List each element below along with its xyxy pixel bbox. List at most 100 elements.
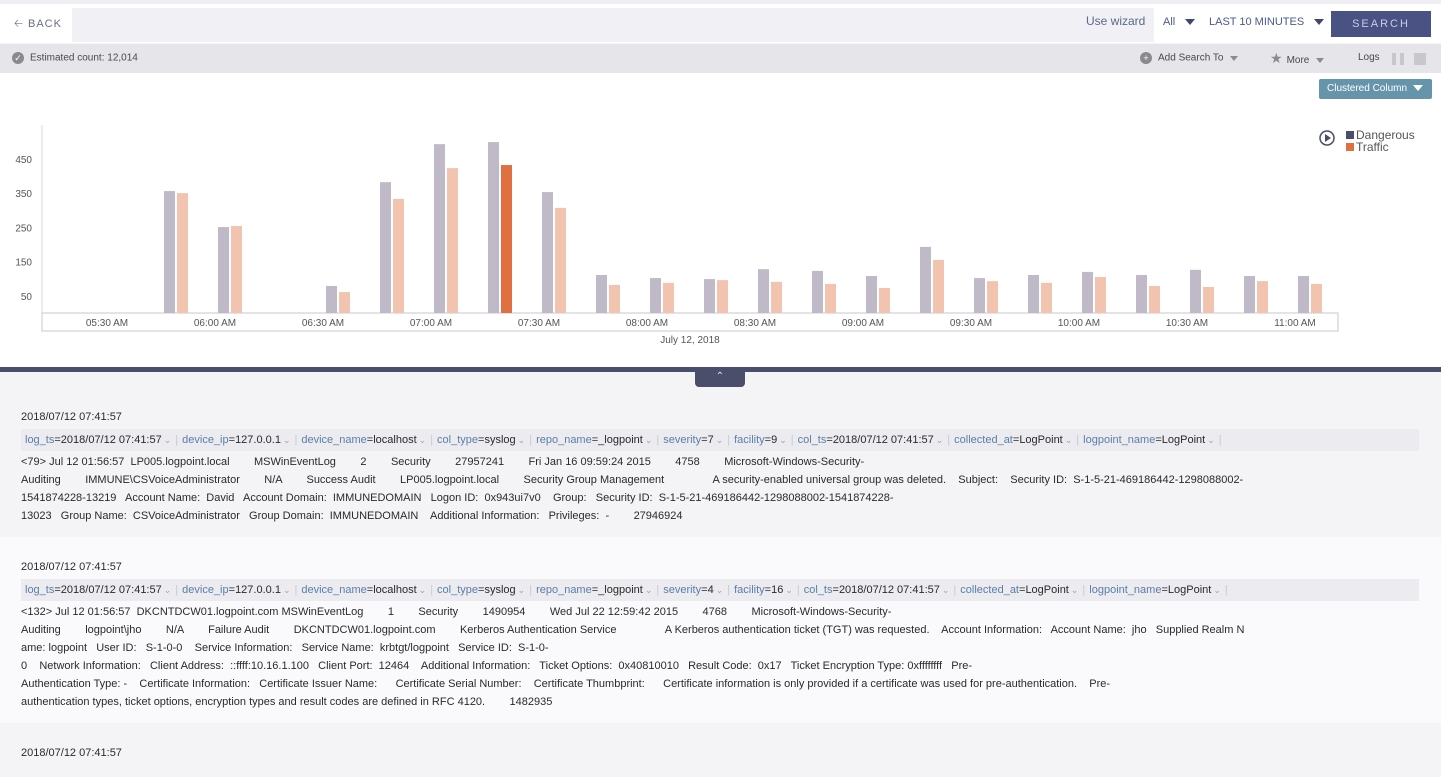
- field-collected_at[interactable]: collected_at=LogPoint ⌄: [954, 434, 1073, 446]
- bar-traffic[interactable]: [447, 168, 458, 313]
- field-severity[interactable]: severity=7 ⌄: [663, 434, 724, 446]
- field-log_ts[interactable]: log_ts=2018/07/12 07:41:57 ⌄: [25, 434, 172, 446]
- bar-traffic[interactable]: [825, 283, 836, 313]
- bar-traffic[interactable]: [771, 281, 782, 313]
- play-icon-triangle[interactable]: [1325, 134, 1331, 142]
- bar-dangerous[interactable]: [1136, 274, 1147, 313]
- field-logpoint_name[interactable]: logpoint_name=LogPoint ⌄: [1083, 434, 1215, 446]
- bar-dangerous[interactable]: [1298, 276, 1309, 313]
- field-device_ip[interactable]: device_ip=127.0.0.1 ⌄: [182, 434, 291, 446]
- more-menu[interactable]: ★ More: [1270, 50, 1325, 67]
- bar-traffic[interactable]: [933, 259, 944, 313]
- log-timestamp: 2018/07/12 07:41:57: [21, 561, 122, 573]
- time-range-select[interactable]: LAST 10 MINUTES: [1209, 16, 1325, 28]
- bar-traffic[interactable]: [1311, 283, 1322, 313]
- field-device_name[interactable]: device_name=localhost ⌄: [301, 584, 427, 596]
- bar-dangerous[interactable]: [1082, 271, 1093, 313]
- bar-dangerous[interactable]: [704, 279, 715, 313]
- legend-label[interactable]: Dangerous: [1356, 128, 1415, 142]
- check-circle-icon: ✓: [12, 52, 24, 64]
- add-search-to-menu[interactable]: + Add Search To: [1140, 52, 1239, 64]
- bar-dangerous[interactable]: [218, 227, 229, 313]
- bar-dangerous[interactable]: [326, 285, 337, 313]
- back-button[interactable]: 🡠 BACK: [14, 15, 62, 34]
- field-logpoint_name[interactable]: logpoint_name=LogPoint ⌄: [1089, 584, 1221, 596]
- bar-traffic[interactable]: [987, 281, 998, 313]
- field-value: 2018/07/12 07:41:57: [60, 584, 162, 596]
- bar-dangerous[interactable]: [650, 278, 661, 313]
- field-col_ts[interactable]: col_ts=2018/07/12 07:41:57 ⌄: [803, 584, 950, 596]
- bar-traffic[interactable]: [177, 193, 188, 313]
- field-log_ts[interactable]: log_ts=2018/07/12 07:41:57 ⌄: [25, 584, 172, 596]
- bar-traffic[interactable]: [231, 226, 242, 313]
- field-severity[interactable]: severity=4 ⌄: [663, 584, 724, 596]
- field-key: device_name: [301, 434, 367, 446]
- legend-label[interactable]: Traffic: [1356, 140, 1389, 154]
- play-icon[interactable]: [1319, 130, 1335, 146]
- field-device_ip[interactable]: device_ip=127.0.0.1 ⌄: [182, 584, 291, 596]
- bar-traffic[interactable]: [393, 198, 404, 313]
- repo-select[interactable]: All: [1163, 16, 1196, 28]
- bar-dangerous[interactable]: [974, 278, 985, 313]
- bar-traffic[interactable]: [663, 282, 674, 313]
- field-col_type[interactable]: col_type=syslog ⌄: [437, 584, 526, 596]
- chevron-down-icon: ⌄: [715, 585, 724, 595]
- more-label: More: [1286, 55, 1310, 66]
- bar-dangerous[interactable]: [596, 274, 607, 313]
- bar-traffic[interactable]: [555, 207, 566, 313]
- search-button[interactable]: SEARCH: [1331, 11, 1431, 37]
- bar-dangerous[interactable]: [758, 269, 769, 313]
- use-wizard-link[interactable]: Use wizard: [1086, 14, 1146, 28]
- arrow-left-icon: 🡠: [14, 18, 24, 30]
- bar-traffic[interactable]: [879, 287, 890, 313]
- bar-traffic[interactable]: [717, 280, 728, 313]
- collapse-chart-button[interactable]: ⌃: [695, 368, 745, 387]
- bar-dangerous[interactable]: [1244, 276, 1255, 313]
- bar-dangerous[interactable]: [488, 142, 499, 313]
- field-key: collected_at: [954, 434, 1013, 446]
- field-value: 127.0.0.1: [235, 584, 281, 596]
- bar-traffic[interactable]: [1041, 282, 1052, 313]
- bar-traffic[interactable]: [609, 284, 620, 313]
- bar-dangerous[interactable]: [866, 276, 877, 313]
- bar-dangerous[interactable]: [1190, 269, 1201, 313]
- bar-dangerous[interactable]: [542, 192, 553, 313]
- column-view-icon[interactable]: [1392, 53, 1404, 65]
- top-bar: 🡠 BACK Use wizard All LAST 10 MINUTES SE…: [0, 0, 1441, 43]
- bar-traffic[interactable]: [501, 165, 512, 313]
- field-facility[interactable]: facility=16 ⌄: [734, 584, 793, 596]
- bar-traffic[interactable]: [1257, 281, 1268, 313]
- grid-view-icon[interactable]: [1414, 53, 1426, 65]
- field-value: LogPoint: [1167, 584, 1212, 596]
- field-value: localhost: [373, 584, 417, 596]
- bar-traffic[interactable]: [1095, 277, 1106, 313]
- chart-type-select[interactable]: Clustered Column: [1319, 79, 1432, 99]
- field-device_name[interactable]: device_name=localhost ⌄: [301, 434, 427, 446]
- bar-dangerous[interactable]: [164, 191, 175, 313]
- legend-swatch: [1346, 131, 1354, 139]
- log-entry: 2018/07/12 07:41:57: [0, 723, 1441, 777]
- bar-traffic[interactable]: [1149, 285, 1160, 313]
- x-tick-label: 05:30 AM: [86, 318, 128, 329]
- y-tick-label: 50: [21, 292, 33, 303]
- plus-circle-icon: +: [1140, 52, 1152, 64]
- field-repo_name[interactable]: repo_name=_logpoint ⌄: [536, 434, 653, 446]
- chevron-down-icon: ⌄: [644, 585, 653, 595]
- field-repo_name[interactable]: repo_name=_logpoint ⌄: [536, 584, 653, 596]
- log-timestamp: 2018/07/12 07:41:57: [21, 747, 122, 759]
- bar-dangerous[interactable]: [920, 246, 931, 313]
- field-col_ts[interactable]: col_ts=2018/07/12 07:41:57 ⌄: [797, 434, 944, 446]
- y-tick-label: 250: [15, 223, 32, 234]
- search-query-input[interactable]: [72, 8, 1154, 42]
- bar-dangerous[interactable]: [434, 144, 445, 313]
- field-collected_at[interactable]: collected_at=LogPoint ⌄: [960, 584, 1079, 596]
- field-col_type[interactable]: col_type=syslog ⌄: [437, 434, 526, 446]
- bar-dangerous[interactable]: [1028, 274, 1039, 313]
- bar-traffic[interactable]: [339, 292, 350, 313]
- bar-traffic[interactable]: [1203, 286, 1214, 313]
- bar-dangerous[interactable]: [380, 182, 391, 313]
- field-facility[interactable]: facility=9 ⌄: [734, 434, 787, 446]
- field-key: device_name: [301, 584, 367, 596]
- time-range-value: LAST 10 MINUTES: [1209, 16, 1305, 28]
- bar-dangerous[interactable]: [812, 270, 823, 313]
